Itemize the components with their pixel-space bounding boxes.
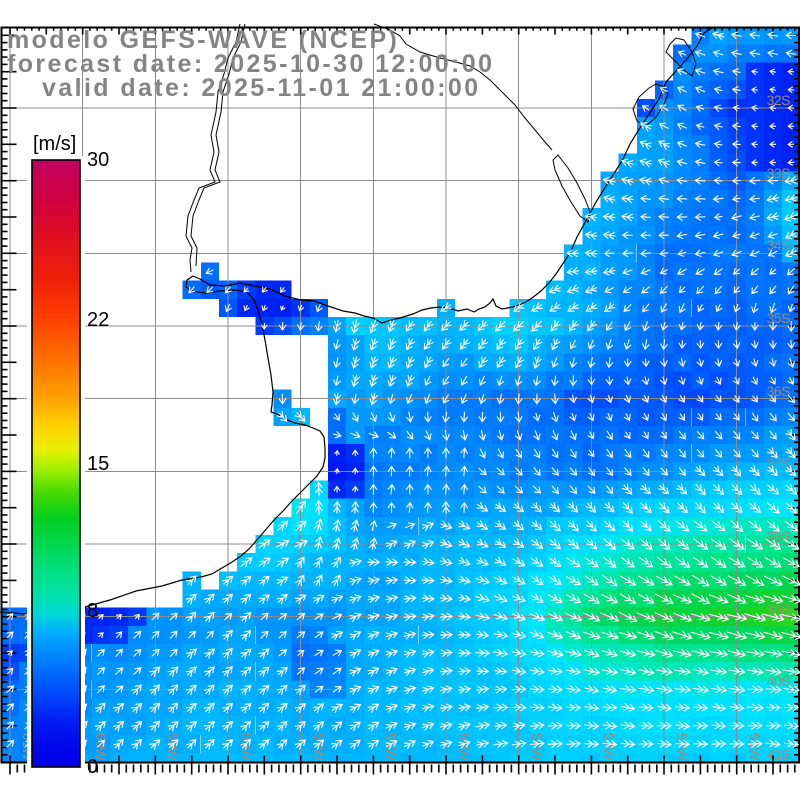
svg-text:40S: 40S [767, 673, 791, 689]
svg-text:39S: 39S [767, 601, 791, 617]
svg-text:55W: 55W [456, 733, 472, 762]
svg-text:22: 22 [87, 309, 109, 331]
svg-text:52W: 52W [674, 733, 690, 762]
svg-text:35S: 35S [767, 310, 791, 326]
svg-text:54W: 54W [529, 733, 545, 762]
svg-text:53W: 53W [601, 733, 617, 762]
svg-text:36S: 36S [767, 383, 791, 399]
svg-text:51W: 51W [747, 733, 763, 762]
svg-text:57W: 57W [311, 733, 327, 762]
svg-text:0: 0 [87, 756, 98, 778]
svg-text:modelo GEFS-WAVE (NCEP): modelo GEFS-WAVE (NCEP) [7, 26, 399, 54]
svg-text:56W: 56W [383, 733, 399, 762]
svg-text:33S: 33S [767, 165, 791, 181]
svg-text:[m/s]: [m/s] [33, 133, 76, 155]
svg-text:41S: 41S [767, 746, 791, 762]
svg-text:34S: 34S [767, 237, 791, 253]
svg-text:32S: 32S [767, 92, 791, 108]
svg-text:valid date: 2025-11-01 21:00:0: valid date: 2025-11-01 21:00:00 [42, 74, 481, 102]
svg-text:15: 15 [87, 453, 109, 475]
svg-text:30: 30 [87, 149, 109, 171]
svg-text:8: 8 [87, 600, 98, 622]
svg-text:forecast date: 2025-10-30 12:0: forecast date: 2025-10-30 12:00:00 [7, 50, 494, 78]
